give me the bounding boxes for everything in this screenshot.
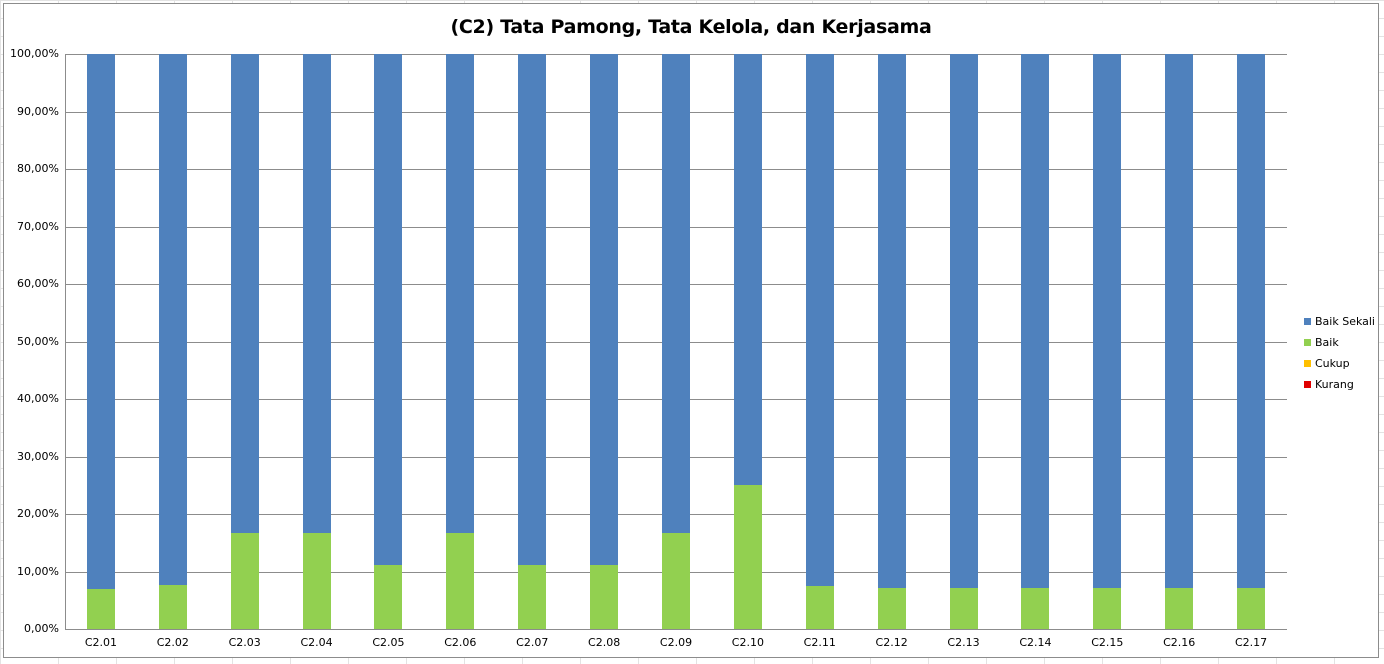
bar-c2-03[interactable] bbox=[230, 54, 259, 629]
legend-item-baik-sekali[interactable]: Baik Sekali bbox=[1304, 311, 1375, 332]
y-tick-label: 30,00% bbox=[17, 449, 59, 463]
y-tick-label: 70,00% bbox=[17, 219, 59, 233]
bar-segment-baik-sekali[interactable] bbox=[86, 54, 115, 590]
bar-segment-baik-sekali[interactable] bbox=[1021, 54, 1050, 588]
bar-segment-baik[interactable] bbox=[1093, 587, 1122, 629]
bar-segment-baik-sekali[interactable] bbox=[1165, 54, 1194, 588]
legend-item-cukup[interactable]: Cukup bbox=[1304, 353, 1375, 374]
bar-segment-baik[interactable] bbox=[733, 485, 762, 629]
bar-c2-05[interactable] bbox=[374, 54, 403, 629]
bar-segment-baik-sekali[interactable] bbox=[518, 54, 547, 566]
x-tick-label: C2.12 bbox=[875, 636, 908, 649]
bar-segment-baik-sekali[interactable] bbox=[805, 54, 834, 587]
plot-area: 0,00% 10,00% 20,00% 30,00% 40,00% 50,00% 60,00… bbox=[10, 47, 1287, 649]
legend-item-baik[interactable]: Baik bbox=[1304, 332, 1375, 353]
y-tick-label: 10,00% bbox=[17, 564, 59, 578]
x-tick-label: C2.10 bbox=[731, 636, 764, 649]
legend-label: Kurang bbox=[1315, 378, 1354, 391]
bar-segment-baik[interactable] bbox=[86, 589, 115, 629]
y-tick-label: 50,00% bbox=[17, 334, 59, 348]
bar-segment-baik-sekali[interactable] bbox=[662, 54, 690, 534]
bar-segment-baik[interactable] bbox=[446, 533, 475, 629]
x-tick-label: C2.15 bbox=[1091, 636, 1124, 649]
x-tick-label: C2.11 bbox=[803, 636, 836, 649]
x-tick-label: C2.05 bbox=[372, 636, 405, 649]
bar-c2-17[interactable] bbox=[1237, 54, 1266, 629]
bar-segment-baik-sekali[interactable] bbox=[446, 54, 475, 534]
bar-segment-baik[interactable] bbox=[158, 584, 187, 629]
y-tick-label: 80,00% bbox=[17, 162, 59, 175]
bar-segment-baik[interactable] bbox=[590, 565, 619, 629]
bar-c2-02[interactable] bbox=[158, 54, 187, 629]
y-tick-label: 40,00% bbox=[17, 392, 59, 405]
chart-title: (C2) Tata Pamong, Tata Kelola, dan Kerja… bbox=[450, 16, 932, 38]
legend-label: Baik bbox=[1315, 336, 1339, 349]
x-tick-label: C2.08 bbox=[588, 636, 621, 649]
y-tick-label: 0,00% bbox=[24, 622, 59, 635]
bar-segment-baik-sekali[interactable] bbox=[949, 54, 978, 588]
bar-segment-baik-sekali[interactable] bbox=[877, 54, 906, 588]
bar-c2-16[interactable] bbox=[1165, 54, 1194, 629]
bar-c2-13[interactable] bbox=[949, 54, 978, 629]
legend-swatch-icon bbox=[1304, 360, 1311, 367]
bar-segment-baik[interactable] bbox=[302, 533, 331, 629]
y-tick-label: 100,00% bbox=[10, 47, 59, 60]
bar-segment-baik-sekali[interactable] bbox=[230, 54, 259, 534]
bar-segment-baik[interactable] bbox=[230, 533, 259, 629]
bar-segment-baik[interactable] bbox=[1165, 587, 1194, 629]
x-tick-label: C2.02 bbox=[156, 636, 189, 649]
bar-segment-baik[interactable] bbox=[949, 587, 978, 629]
y-tick-label: 90,00% bbox=[17, 104, 59, 118]
x-tick-label: C2.17 bbox=[1234, 636, 1268, 649]
x-tick-label: C2.01 bbox=[84, 636, 118, 649]
bar-segment-baik[interactable] bbox=[1237, 587, 1266, 629]
x-tick-label: C2.16 bbox=[1163, 636, 1196, 649]
bar-c2-10[interactable] bbox=[733, 54, 762, 629]
legend-swatch-icon bbox=[1304, 339, 1311, 346]
x-tick-label: C2.03 bbox=[228, 636, 261, 649]
legend-swatch-icon bbox=[1304, 318, 1311, 325]
legend-label: Baik Sekali bbox=[1315, 315, 1375, 328]
bar-c2-07[interactable] bbox=[518, 54, 547, 629]
legend: Baik Sekali Baik Cukup Kurang bbox=[1304, 311, 1375, 395]
legend-swatch-icon bbox=[1304, 381, 1311, 388]
bar-c2-15[interactable] bbox=[1093, 54, 1122, 629]
x-tick-label: C2.13 bbox=[947, 636, 980, 649]
x-tick-label: C2.07 bbox=[516, 636, 549, 649]
x-tick-label: C2.06 bbox=[444, 636, 477, 649]
bar-segment-baik[interactable] bbox=[662, 533, 690, 629]
bar-segment-baik[interactable] bbox=[1021, 587, 1050, 629]
bar-segment-baik-sekali[interactable] bbox=[1237, 54, 1266, 588]
bar-c2-04[interactable] bbox=[302, 54, 331, 629]
bar-segment-baik-sekali[interactable] bbox=[374, 54, 403, 566]
bar-segment-baik[interactable] bbox=[877, 587, 906, 629]
bar-c2-01[interactable] bbox=[86, 54, 115, 629]
bar-segment-baik-sekali[interactable] bbox=[1093, 54, 1122, 588]
bar-segment-baik-sekali[interactable] bbox=[158, 54, 187, 585]
bar-segment-baik[interactable] bbox=[518, 565, 547, 629]
bar-c2-08[interactable] bbox=[590, 54, 619, 629]
bar-c2-14[interactable] bbox=[1021, 54, 1050, 629]
bar-segment-baik-sekali[interactable] bbox=[302, 54, 331, 534]
bar-c2-09[interactable] bbox=[662, 54, 690, 629]
legend-item-kurang[interactable]: Kurang bbox=[1304, 374, 1375, 395]
x-axis-line bbox=[65, 629, 1287, 630]
x-tick-label: C2.09 bbox=[659, 636, 693, 649]
bar-segment-baik-sekali[interactable] bbox=[590, 54, 619, 566]
x-tick-label: C2.04 bbox=[300, 636, 333, 649]
bar-c2-12[interactable] bbox=[877, 54, 906, 629]
x-tick-label: C2.14 bbox=[1019, 636, 1052, 649]
bar-segment-baik[interactable] bbox=[374, 565, 403, 629]
bar-segment-baik-sekali[interactable] bbox=[733, 54, 762, 486]
bar-c2-11[interactable] bbox=[805, 54, 834, 629]
bar-c2-06[interactable] bbox=[446, 54, 475, 629]
y-tick-label: 20,00% bbox=[17, 507, 59, 520]
bar-segment-baik[interactable] bbox=[805, 586, 834, 629]
y-tick-label: 60,00% bbox=[17, 277, 59, 290]
chart-container[interactable]: (C2) Tata Pamong, Tata Kelola, dan Kerja… bbox=[3, 3, 1379, 658]
legend-label: Cukup bbox=[1315, 357, 1350, 370]
